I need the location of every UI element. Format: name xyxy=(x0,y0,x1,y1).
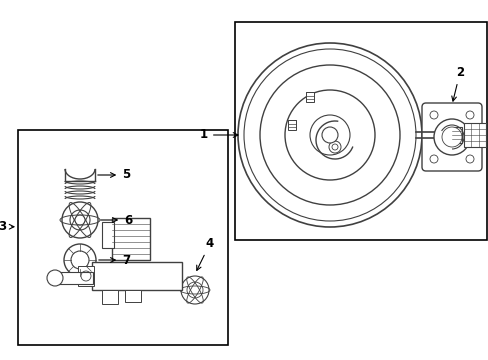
Text: 3: 3 xyxy=(0,220,14,233)
FancyBboxPatch shape xyxy=(421,103,481,171)
Bar xyxy=(451,127,461,143)
Bar xyxy=(102,290,118,304)
Circle shape xyxy=(441,127,461,147)
Bar xyxy=(18,130,227,345)
Bar xyxy=(55,272,93,284)
Bar xyxy=(235,22,486,240)
Bar xyxy=(125,290,141,302)
Text: 6: 6 xyxy=(101,213,132,226)
Circle shape xyxy=(331,144,337,150)
Circle shape xyxy=(465,155,473,163)
Bar xyxy=(92,262,182,290)
Text: 5: 5 xyxy=(98,168,130,181)
Circle shape xyxy=(433,119,469,155)
Circle shape xyxy=(47,270,63,286)
Circle shape xyxy=(321,127,337,143)
Circle shape xyxy=(429,155,437,163)
Bar xyxy=(78,266,94,286)
Bar xyxy=(305,92,313,102)
Bar xyxy=(102,222,114,248)
Text: 1: 1 xyxy=(200,129,238,141)
Bar xyxy=(287,120,295,130)
Bar xyxy=(112,218,150,260)
Circle shape xyxy=(465,111,473,119)
Text: 7: 7 xyxy=(99,253,130,266)
Circle shape xyxy=(309,115,349,155)
Text: 2: 2 xyxy=(451,66,463,101)
Bar xyxy=(463,123,485,147)
Circle shape xyxy=(429,111,437,119)
Text: 4: 4 xyxy=(196,237,214,270)
